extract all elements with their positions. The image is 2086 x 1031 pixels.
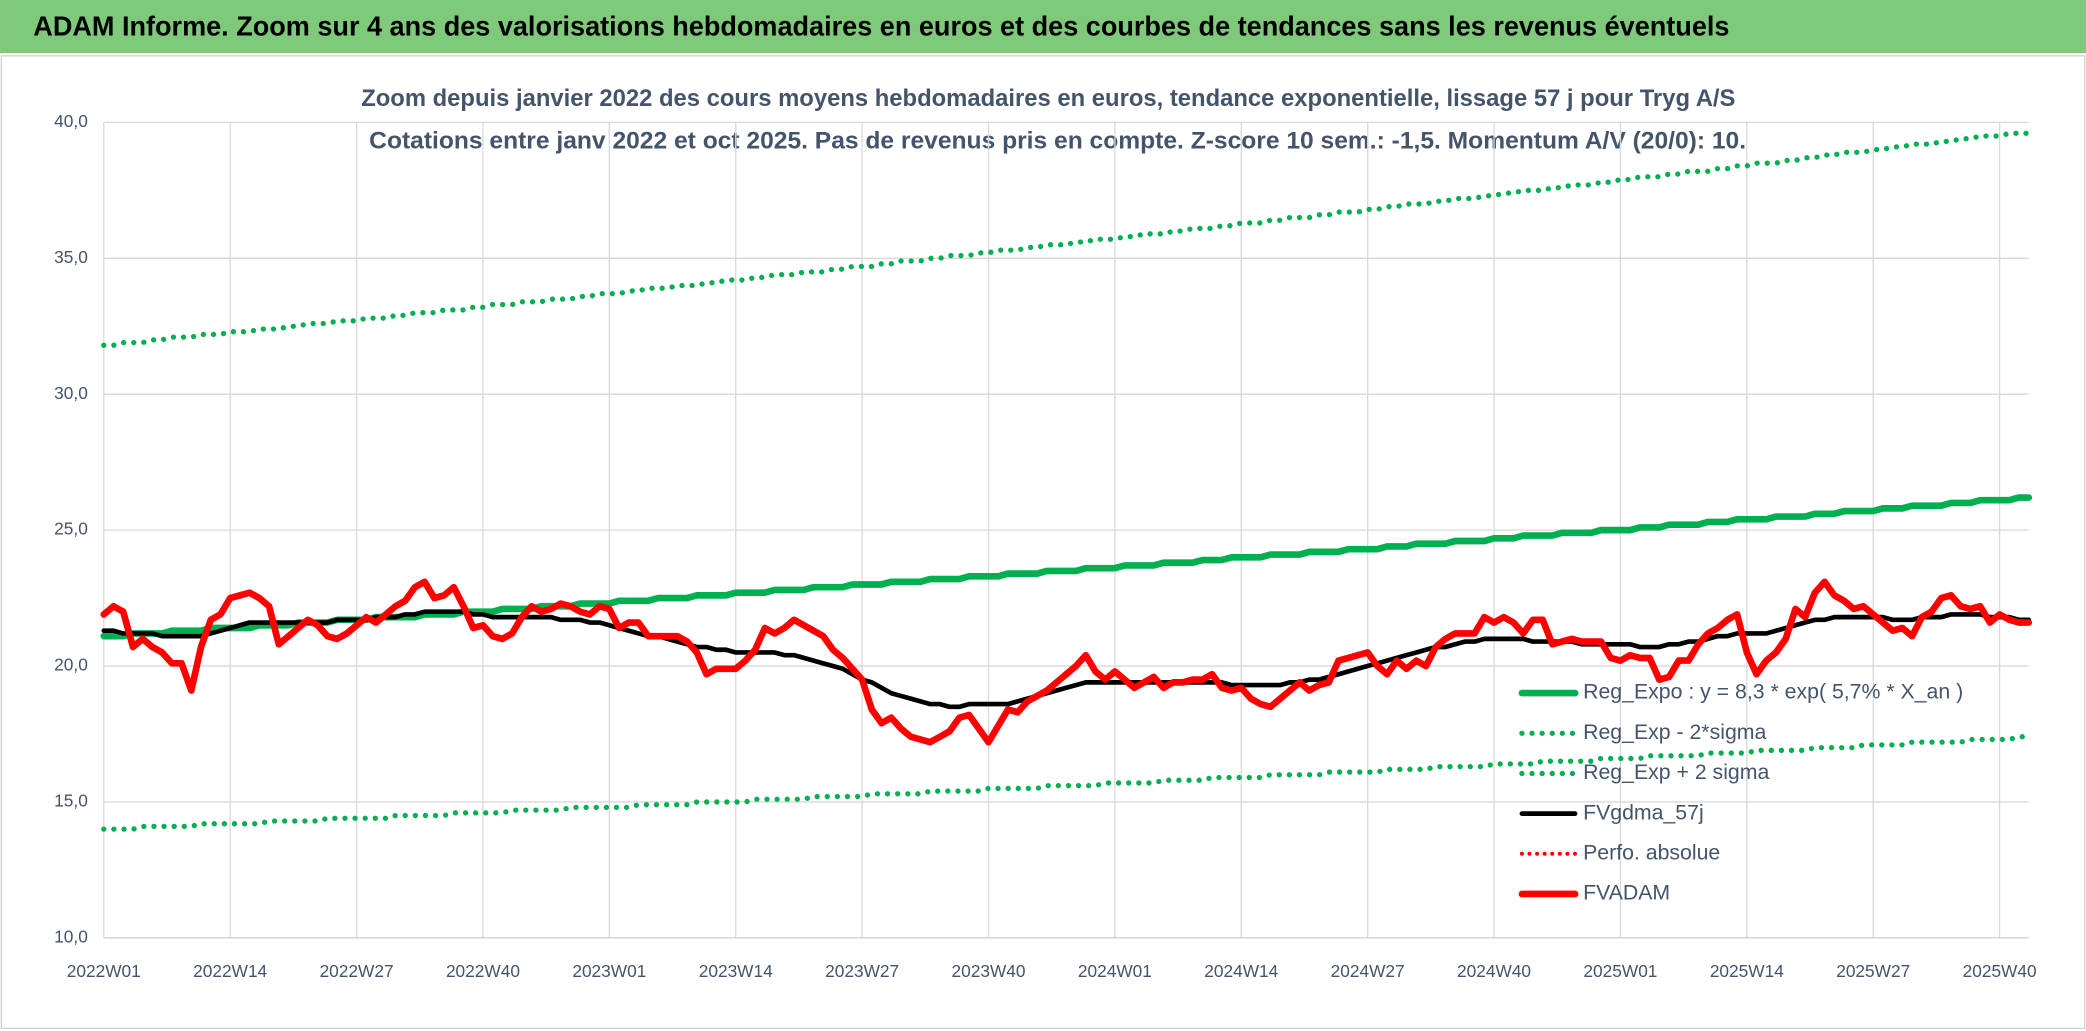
x-tick-label: 2024W14 [1204, 961, 1278, 981]
series-line [100, 494, 2033, 640]
legend-label: Reg_Exp + 2 sigma [1583, 760, 1769, 784]
x-tick-label: 2024W01 [1078, 961, 1152, 981]
legend-label: FVgdma_57j [1583, 800, 1704, 824]
legend-label: FVADAM [1583, 881, 1670, 905]
x-tick-label: 2023W40 [952, 961, 1026, 981]
chart-subtitle: Cotations entre janv 2022 et oct 2025. P… [369, 128, 1746, 155]
header-bar [0, 0, 2086, 54]
x-tick-label: 2022W01 [67, 961, 141, 981]
series-line [101, 130, 2032, 348]
y-tick-label: 15,0 [54, 791, 88, 811]
series-line [101, 609, 2032, 710]
x-tick-label: 2023W14 [699, 961, 773, 981]
chart-title: Zoom depuis janvier 2022 des cours moyen… [361, 85, 1735, 112]
x-tick-label: 2023W01 [572, 961, 646, 981]
header-title: ADAM Informe. Zoom sur 4 ans des valoris… [33, 10, 1729, 41]
x-tick-label: 2022W14 [193, 961, 267, 981]
x-tick-label: 2025W27 [1836, 961, 1910, 981]
x-tick-label: 2023W27 [825, 961, 899, 981]
legend-label: Reg_Exp - 2*sigma [1583, 720, 1766, 744]
x-tick-label: 2025W01 [1583, 961, 1657, 981]
legend-label: Perfo. absolue [1583, 840, 1720, 864]
x-tick-label: 2024W27 [1331, 961, 1405, 981]
y-tick-label: 40,0 [54, 111, 88, 131]
y-tick-label: 35,0 [54, 247, 88, 267]
x-tick-label: 2025W40 [1963, 961, 2037, 981]
y-tick-label: 20,0 [54, 655, 88, 675]
x-tick-label: 2025W14 [1710, 961, 1784, 981]
series-line [100, 578, 2033, 746]
y-tick-label: 30,0 [54, 383, 88, 403]
x-tick-label: 2024W40 [1457, 961, 1531, 981]
y-tick-label: 10,0 [54, 926, 88, 946]
x-tick-label: 2022W27 [320, 961, 394, 981]
chart-frame [0, 55, 2086, 1030]
y-tick-label: 25,0 [54, 519, 88, 539]
x-tick-label: 2022W40 [446, 961, 520, 981]
series-line [101, 734, 2032, 832]
legend-label: Reg_Expo : y = 8,3 * exp( 5,7% * X_an ) [1583, 680, 1963, 704]
